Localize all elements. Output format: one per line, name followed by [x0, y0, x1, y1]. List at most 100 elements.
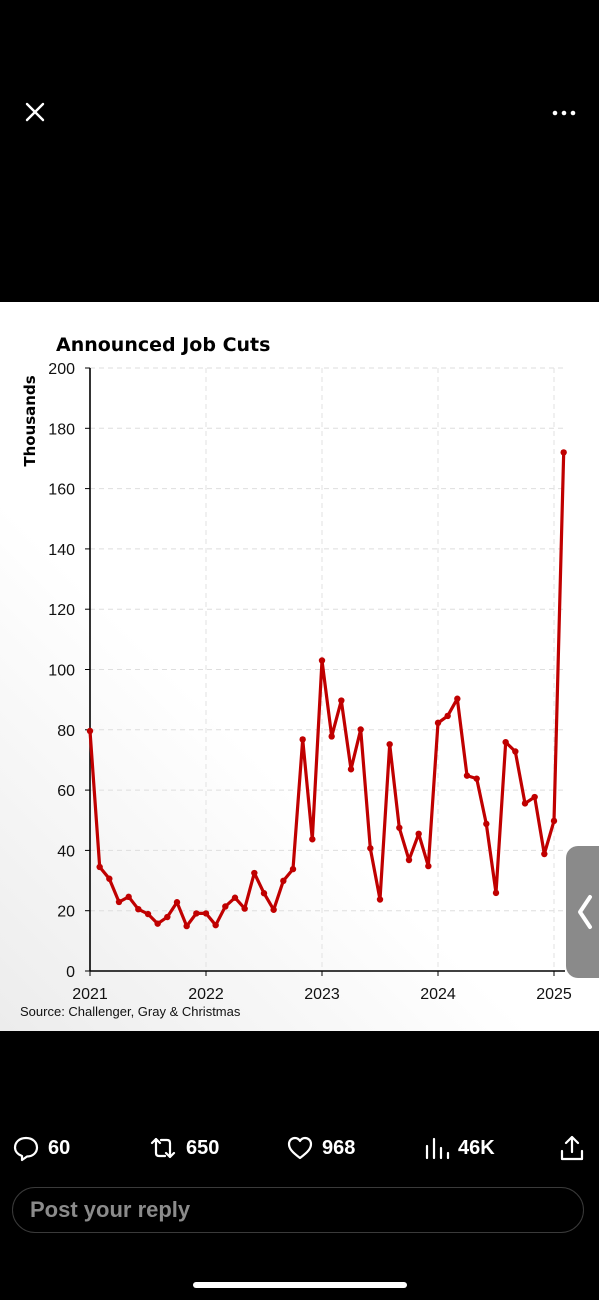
more-horizontal-icon — [552, 110, 576, 116]
repost-button[interactable]: 650 — [148, 1128, 219, 1168]
chart-grid — [90, 367, 565, 971]
views-button[interactable]: 46K — [424, 1128, 495, 1168]
y-tick-label: 160 — [48, 482, 75, 499]
share-button[interactable] — [558, 1128, 586, 1168]
x-tick-labels: 2021 2022 2023 2024 2025 — [72, 971, 572, 1003]
analytics-icon — [425, 1137, 450, 1160]
data-point — [309, 836, 316, 843]
post-actions-bar: 60 650 968 46K — [0, 1128, 599, 1168]
y-tick-label: 0 — [66, 964, 75, 981]
series-line — [88, 450, 566, 928]
data-point — [425, 862, 432, 870]
data-point — [260, 890, 268, 897]
x-tick-label: 2024 — [420, 986, 456, 1003]
y-tick-label: 40 — [57, 843, 75, 860]
data-point — [531, 793, 538, 801]
data-point — [144, 910, 152, 918]
repost-icon — [150, 1137, 176, 1159]
data-point — [154, 920, 161, 927]
like-button[interactable]: 968 — [286, 1128, 355, 1168]
data-point — [376, 896, 384, 903]
data-point — [299, 736, 306, 743]
data-point — [347, 766, 355, 773]
data-point — [241, 905, 248, 912]
y-tick-label: 100 — [48, 663, 75, 680]
y-tick-labels: 0 20 40 60 80 100 120 140 160 180 200 — [48, 361, 90, 981]
data-point — [106, 875, 113, 882]
job-cuts-series — [86, 449, 567, 930]
data-point — [444, 712, 451, 720]
data-point — [463, 772, 471, 779]
data-point — [164, 913, 171, 921]
x-tick-label: 2023 — [304, 986, 340, 1003]
data-point — [521, 800, 529, 807]
x-tick-label: 2022 — [188, 986, 224, 1003]
chart-source: Source: Challenger, Gray & Christmas — [20, 1004, 241, 1019]
data-point — [386, 741, 393, 748]
data-point — [289, 865, 297, 873]
data-point — [405, 856, 413, 864]
data-point — [96, 863, 103, 871]
share-icon — [560, 1135, 584, 1161]
y-tick-label: 120 — [48, 602, 75, 619]
like-count: 968 — [322, 1136, 356, 1159]
chart-title: Announced Job Cuts — [56, 334, 270, 356]
job-cuts-chart: Announced Job Cuts Thousands 0 20 40 60 80 10… — [20, 334, 572, 1019]
reply-placeholder: Post your reply — [30, 1197, 191, 1222]
data-point — [318, 657, 326, 664]
y-tick-label: 20 — [57, 904, 75, 921]
x-tick-label: 2025 — [536, 986, 572, 1003]
x-tick-label: 2021 — [72, 986, 108, 1003]
data-point — [125, 893, 132, 901]
heart-icon — [287, 1136, 313, 1160]
data-point — [231, 894, 239, 901]
close-icon — [25, 102, 45, 122]
y-tick-label: 140 — [48, 542, 75, 559]
data-point — [212, 921, 219, 929]
media-viewer-topbar — [0, 0, 599, 300]
data-point — [86, 727, 94, 735]
data-point — [541, 850, 548, 858]
data-point — [396, 824, 403, 831]
view-count: 46K — [458, 1136, 495, 1159]
data-point — [483, 820, 490, 828]
y-axis-label: Thousands — [21, 375, 39, 466]
y-tick-label: 60 — [57, 783, 75, 800]
data-point — [512, 748, 519, 755]
data-point — [270, 906, 277, 913]
data-point — [183, 922, 190, 930]
data-point — [251, 869, 258, 877]
y-tick-label: 180 — [48, 421, 75, 438]
data-point — [222, 903, 229, 910]
reply-input[interactable]: Post your reply — [12, 1187, 584, 1233]
more-options-button[interactable] — [548, 100, 580, 126]
data-point — [328, 733, 335, 740]
chevron-left-icon — [578, 895, 592, 929]
data-point — [434, 719, 442, 727]
repost-count: 650 — [186, 1136, 220, 1159]
data-point — [280, 877, 287, 885]
data-point — [550, 817, 558, 825]
data-point — [415, 830, 422, 838]
data-point — [193, 910, 200, 917]
data-point — [454, 695, 461, 702]
close-button[interactable] — [20, 98, 50, 128]
data-point — [173, 899, 181, 906]
data-point — [135, 905, 142, 913]
data-point — [115, 898, 123, 906]
data-point — [202, 910, 210, 917]
data-point — [502, 738, 509, 746]
data-point — [338, 697, 345, 704]
post-image[interactable]: Announced Job Cuts Thousands 0 20 40 60 80 10… — [0, 302, 599, 1031]
reply-button[interactable]: 60 — [12, 1128, 70, 1168]
data-point — [367, 845, 374, 852]
data-point — [357, 726, 364, 733]
reply-icon — [13, 1136, 39, 1162]
data-point — [560, 449, 567, 456]
home-indicator[interactable] — [193, 1282, 407, 1288]
y-tick-label: 200 — [48, 361, 75, 378]
data-point — [473, 775, 480, 782]
side-panel-tab[interactable] — [566, 846, 599, 978]
data-point — [492, 889, 500, 897]
y-tick-label: 80 — [57, 723, 75, 740]
